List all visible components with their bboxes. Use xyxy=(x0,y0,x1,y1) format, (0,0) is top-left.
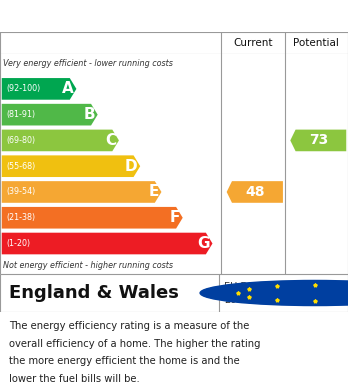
Text: 48: 48 xyxy=(245,185,264,199)
Text: C: C xyxy=(105,133,116,148)
Text: Very energy efficient - lower running costs: Very energy efficient - lower running co… xyxy=(3,59,173,68)
Text: Energy Efficiency Rating: Energy Efficiency Rating xyxy=(9,9,230,23)
Text: F: F xyxy=(169,210,180,225)
Text: overall efficiency of a home. The higher the rating: overall efficiency of a home. The higher… xyxy=(9,339,260,349)
Text: (55-68): (55-68) xyxy=(6,162,35,171)
Text: G: G xyxy=(197,236,210,251)
Text: EU Directive: EU Directive xyxy=(224,282,285,292)
Text: E: E xyxy=(148,185,159,199)
Polygon shape xyxy=(2,129,119,151)
Text: lower the fuel bills will be.: lower the fuel bills will be. xyxy=(9,374,140,384)
Polygon shape xyxy=(2,155,140,177)
Text: Current: Current xyxy=(233,38,272,48)
Text: (21-38): (21-38) xyxy=(6,213,35,222)
Text: The energy efficiency rating is a measure of the: The energy efficiency rating is a measur… xyxy=(9,321,249,332)
Polygon shape xyxy=(290,129,346,151)
Polygon shape xyxy=(2,207,183,229)
Text: (1-20): (1-20) xyxy=(6,239,30,248)
Polygon shape xyxy=(2,181,161,203)
Polygon shape xyxy=(227,181,283,203)
Text: (69-80): (69-80) xyxy=(6,136,35,145)
Text: (81-91): (81-91) xyxy=(6,110,35,119)
Text: 2002/91/EC: 2002/91/EC xyxy=(224,295,281,305)
Text: (39-54): (39-54) xyxy=(6,187,35,196)
Text: Not energy efficient - higher running costs: Not energy efficient - higher running co… xyxy=(3,261,174,270)
Text: (92-100): (92-100) xyxy=(6,84,40,93)
Text: A: A xyxy=(62,81,74,97)
Text: B: B xyxy=(83,107,95,122)
Circle shape xyxy=(200,280,348,305)
Text: D: D xyxy=(125,159,137,174)
Text: England & Wales: England & Wales xyxy=(9,284,179,302)
Text: Potential: Potential xyxy=(293,38,339,48)
Text: the more energy efficient the home is and the: the more energy efficient the home is an… xyxy=(9,356,239,366)
Polygon shape xyxy=(2,104,98,126)
Polygon shape xyxy=(2,233,213,254)
Polygon shape xyxy=(2,78,77,100)
Text: 73: 73 xyxy=(309,133,328,147)
